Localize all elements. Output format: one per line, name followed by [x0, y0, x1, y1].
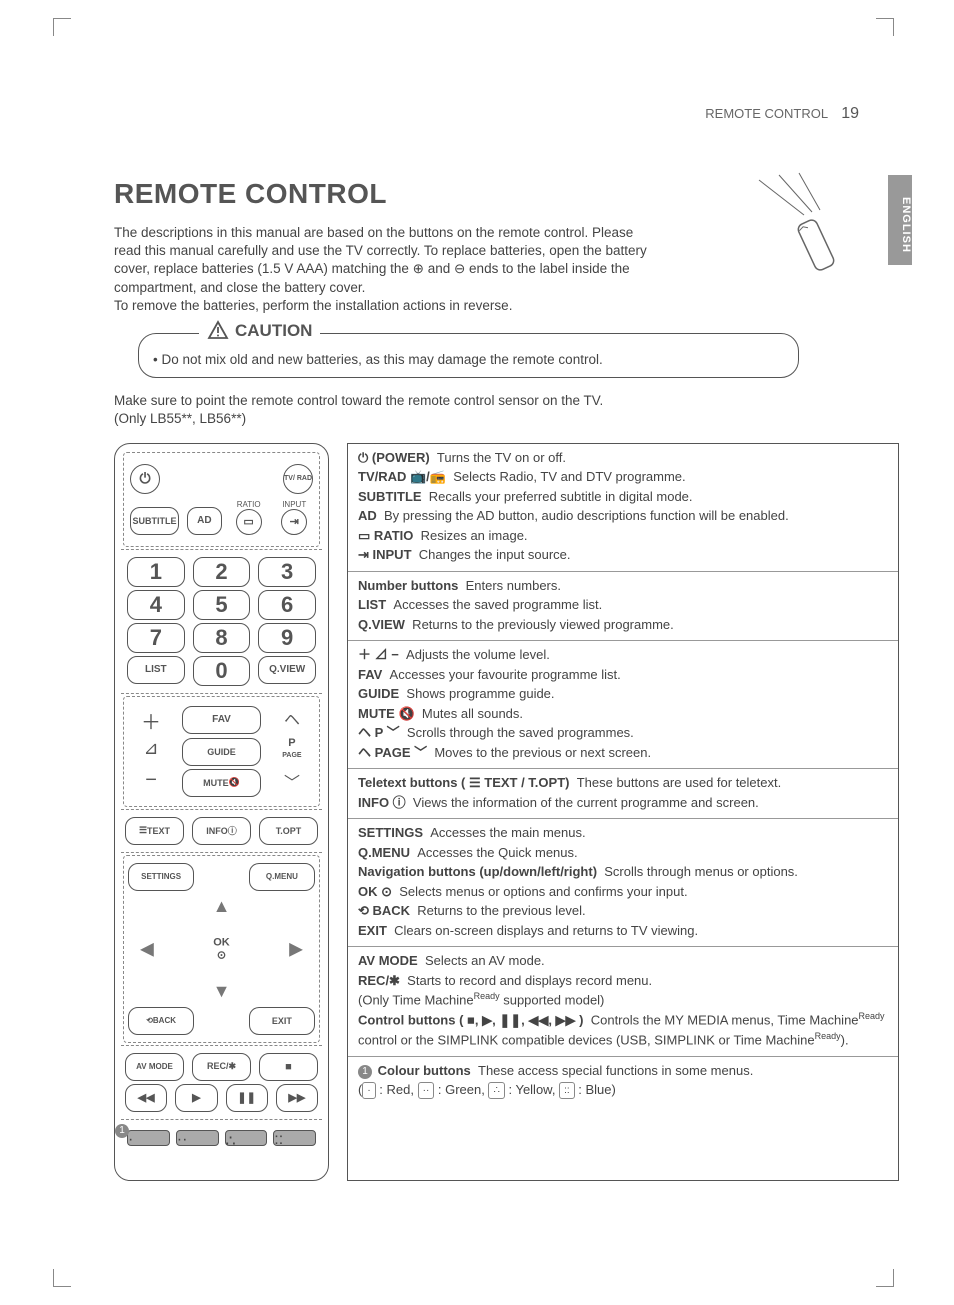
- avmode-button: AV MODE: [125, 1053, 184, 1081]
- vol-icon: ⊿: [128, 738, 174, 766]
- caution-label: CAUTION: [199, 320, 320, 341]
- desc-line: ＋ ⊿ − Adjusts the volume level.: [358, 645, 888, 665]
- power-button: ⏻: [130, 464, 160, 494]
- desc-line: ヘ PAGE ﹀ Moves to the previous or next s…: [358, 743, 888, 763]
- subtitle-button: SUBTITLE: [130, 507, 179, 535]
- yellow-button: ∴: [225, 1130, 268, 1146]
- desc-line: ⇥ INPUT Changes the input source.: [358, 545, 888, 565]
- num-0-button: 0: [193, 656, 251, 686]
- nav-up-icon: ▲: [213, 896, 231, 917]
- back-button: ⟲BACK: [128, 1007, 194, 1035]
- ratio-button: ▭: [236, 509, 262, 535]
- num-7-button: 7: [127, 623, 185, 653]
- settings-button: SETTINGS: [128, 863, 194, 891]
- desc-line: FAV Accesses your favourite programme li…: [358, 665, 888, 685]
- input-button: ⇥: [281, 509, 307, 535]
- desc-line: SUBTITLE Recalls your preferred subtitle…: [358, 487, 888, 507]
- language-tab: ENGLISH: [888, 175, 912, 265]
- desc-line: Teletext buttons ( ☰ TEXT / T.OPT) These…: [358, 773, 888, 793]
- desc-line: Q.VIEW Returns to the previously viewed …: [358, 615, 888, 635]
- desc-line: ⟲ BACK Returns to the previous level.: [358, 901, 888, 921]
- caution-text: • Do not mix old and new batteries, as t…: [153, 352, 784, 367]
- navigation-pad: ▲ ▼ ◀ ▶ OK⊙: [128, 894, 315, 1004]
- description-table: ⏻ (POWER) Turns the TV on or off.TV/RAD …: [347, 443, 899, 1181]
- ffwd-button: ▶▶: [276, 1084, 318, 1112]
- list-button: LIST: [127, 656, 185, 684]
- header-section: REMOTE CONTROL: [705, 106, 827, 121]
- colour-buttons: · ·· ∴ ::: [127, 1130, 316, 1146]
- input-label: INPUT: [275, 500, 313, 509]
- rewind-button: ◀◀: [125, 1084, 167, 1112]
- ratio-label: RATIO: [230, 500, 268, 509]
- ok-button: OK⊙: [213, 936, 230, 961]
- desc-line: AV MODE Selects an AV mode.: [358, 951, 888, 971]
- qview-button: Q.VIEW: [258, 656, 316, 684]
- page-number: 19: [841, 105, 859, 122]
- desc-line: REC/✱ Starts to record and displays reco…: [358, 971, 888, 1010]
- desc-line: SETTINGS Accesses the main menus.: [358, 823, 888, 843]
- intro-text: The descriptions in this manual are base…: [114, 224, 654, 315]
- page-header: REMOTE CONTROL 19: [70, 105, 859, 123]
- desc-line: OK ⊙ Selects menus or options and confir…: [358, 882, 888, 902]
- vol-down-icon: −: [128, 769, 174, 797]
- desc-line: Q.MENU Accesses the Quick menus.: [358, 843, 888, 863]
- note-text: Make sure to point the remote control to…: [114, 392, 899, 428]
- stop-button: ■: [259, 1053, 318, 1081]
- blue-button: ::: [273, 1130, 316, 1146]
- num-4-button: 4: [127, 590, 185, 620]
- mute-button: MUTE 🔇: [182, 769, 261, 797]
- desc-line: LIST Accesses the saved programme list.: [358, 595, 888, 615]
- callout-1: 1: [115, 1124, 129, 1138]
- caution-box: CAUTION • Do not mix old and new batteri…: [138, 333, 799, 378]
- desc-line: ヘ P ﹀ Scrolls through the saved programm…: [358, 723, 888, 743]
- play-button: ▶: [175, 1084, 217, 1112]
- desc-line: EXIT Clears on-screen displays and retur…: [358, 921, 888, 941]
- qmenu-button: Q.MENU: [249, 863, 315, 891]
- desc-line: (· : Red, ·· : Green, ∴ : Yellow, :: : B…: [358, 1080, 888, 1100]
- text-button: ☰TEXT: [125, 817, 184, 845]
- vol-up-icon: ＋: [128, 706, 174, 735]
- num-6-button: 6: [258, 590, 316, 620]
- pause-button: ❚❚: [226, 1084, 268, 1112]
- rec-button: REC/✱: [192, 1053, 251, 1081]
- tvrad-button: TV/ RAD: [283, 464, 313, 494]
- desc-line: Navigation buttons (up/down/left/right) …: [358, 862, 888, 882]
- num-2-button: 2: [193, 557, 251, 587]
- desc-line: GUIDE Shows programme guide.: [358, 684, 888, 704]
- desc-line: Number buttons Enters numbers.: [358, 576, 888, 596]
- exit-button: EXIT: [249, 1007, 315, 1035]
- red-button: ·: [127, 1130, 170, 1146]
- nav-down-icon: ▼: [213, 981, 231, 1002]
- fav-button: FAV: [182, 706, 261, 734]
- desc-line: ⏻ (POWER) Turns the TV on or off.: [358, 448, 888, 468]
- num-1-button: 1: [127, 557, 185, 587]
- num-9-button: 9: [258, 623, 316, 653]
- num-8-button: 8: [193, 623, 251, 653]
- p-label: PPAGE: [269, 738, 315, 766]
- nav-right-icon: ▶: [289, 938, 303, 959]
- desc-line: AD By pressing the AD button, audio desc…: [358, 506, 888, 526]
- desc-line: 1 Colour buttons These access special fu…: [358, 1061, 888, 1081]
- number-pad: 123 456 789 LIST 0Q.VIEW: [121, 549, 322, 694]
- nav-left-icon: ◀: [140, 938, 154, 959]
- warning-icon: [207, 320, 229, 340]
- desc-line: MUTE 🔇 Mutes all sounds.: [358, 704, 888, 724]
- info-button: INFOⓘ: [192, 817, 251, 845]
- num-5-button: 5: [193, 590, 251, 620]
- ad-button: AD: [187, 507, 222, 535]
- num-3-button: 3: [258, 557, 316, 587]
- desc-line: Control buttons ( ■, ▶, ❚❚, ◀◀, ▶▶ ) Con…: [358, 1010, 888, 1050]
- desc-line: TV/RAD 📺/📻 Selects Radio, TV and DTV pro…: [358, 467, 888, 487]
- page-down-icon: ﹀: [269, 769, 315, 797]
- remote-diagram: ⏻ TV/ RAD SUBTITLE AD RATIO ▭ INPUT: [114, 443, 329, 1181]
- desc-line: INFO ⓘ Views the information of the curr…: [358, 793, 888, 813]
- desc-line: ▭ RATIO Resizes an image.: [358, 526, 888, 546]
- page-up-icon: ヘ: [269, 706, 315, 735]
- topt-button: T.OPT: [259, 817, 318, 845]
- remote-pointing-illustration: [744, 170, 854, 275]
- green-button: ··: [176, 1130, 219, 1146]
- guide-button: GUIDE: [182, 738, 261, 766]
